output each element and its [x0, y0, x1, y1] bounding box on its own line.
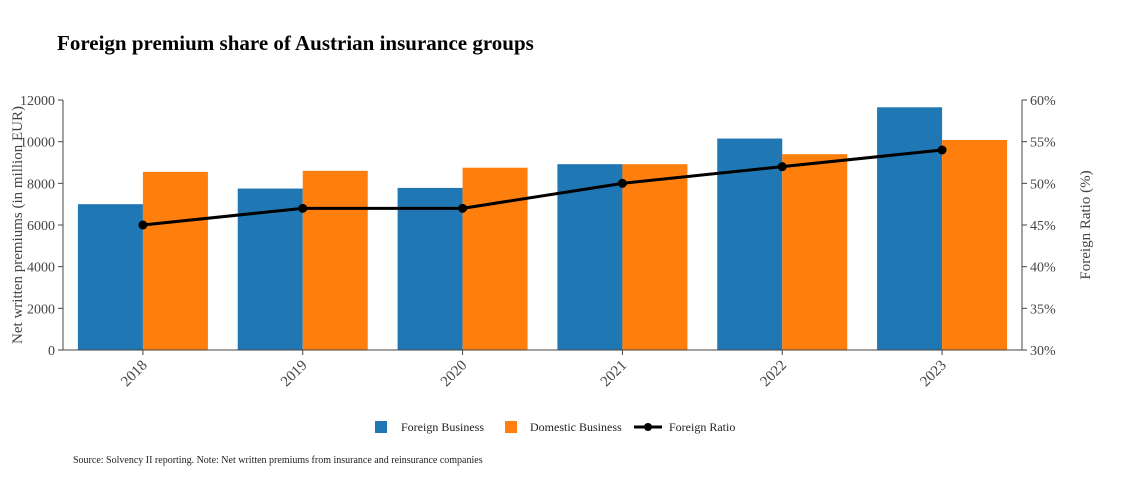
- point-foreign-ratio-2022: [777, 162, 787, 172]
- x-tick-label: 2020: [438, 358, 471, 391]
- x-tick-label: 2023: [917, 358, 950, 391]
- x-tick-label: 2021: [598, 358, 631, 391]
- y-tick-label: 4000: [27, 261, 55, 276]
- bar-domestic-business-2022: [782, 154, 848, 350]
- bar-domestic-business-2023: [942, 140, 1008, 350]
- legend: Foreign Business Domestic Business Foreign…: [375, 420, 735, 434]
- y-tick-label: 2000: [27, 302, 55, 317]
- bar-domestic-business-2019: [302, 170, 368, 350]
- legend-label-domestic-business: Domestic Business: [530, 420, 622, 434]
- source-note: Source: Solvency II reporting. Note: Net…: [73, 455, 483, 466]
- y-axis-title: Net written premiums (in million EUR): [10, 106, 26, 344]
- point-foreign-ratio-2021: [617, 178, 627, 188]
- y2-tick-label: 55%: [1030, 136, 1056, 151]
- y-tick-label: 0: [48, 344, 55, 359]
- legend-swatch-foreign-business: [375, 421, 387, 433]
- y2-tick-label: 45%: [1030, 219, 1056, 234]
- y-tick-label: 8000: [27, 177, 55, 192]
- point-foreign-ratio-2023: [937, 145, 947, 155]
- legend-label-foreign-ratio: Foreign Ratio: [669, 420, 735, 434]
- y-tick-label: 6000: [27, 219, 55, 234]
- bar-domestic-business-2021: [622, 164, 688, 350]
- point-foreign-ratio-2020: [458, 203, 468, 213]
- y2-tick-label: 50%: [1030, 177, 1056, 192]
- bar-foreign-business-2018: [77, 204, 143, 350]
- y-tick-label: 12000: [20, 94, 55, 109]
- bar-foreign-business-2020: [397, 187, 463, 350]
- legend-label-foreign-business: Foreign Business: [401, 420, 484, 434]
- plot-area: 0 2000 4000 6000 8000 10000 12000 30% 35% 40% 45% 5…: [20, 94, 1056, 390]
- bar-foreign-business-2021: [557, 164, 623, 350]
- x-tick-label: 2018: [118, 358, 151, 391]
- y2-tick-label: 30%: [1030, 344, 1056, 359]
- chart-title: Foreign premium share of Austrian insura…: [57, 31, 534, 55]
- legend-swatch-domestic-business: [505, 421, 517, 433]
- x-tick-label: 2022: [758, 358, 791, 391]
- y2-tick-label: 35%: [1030, 302, 1056, 317]
- point-foreign-ratio-2019: [298, 203, 308, 213]
- point-foreign-ratio-2018: [138, 220, 148, 230]
- y-tick-label: 10000: [20, 136, 55, 151]
- y2-axis-title: Foreign Ratio (%): [1078, 170, 1094, 279]
- y2-tick-label: 60%: [1030, 94, 1056, 109]
- x-tick-label: 2019: [278, 358, 311, 391]
- bar-domestic-business-2018: [142, 171, 208, 350]
- legend-marker-foreign-ratio: [644, 423, 652, 431]
- bar-domestic-business-2020: [462, 167, 528, 350]
- bar-foreign-business-2023: [877, 107, 943, 351]
- y2-tick-label: 40%: [1030, 261, 1056, 276]
- line-foreign-ratio: [142, 148, 943, 227]
